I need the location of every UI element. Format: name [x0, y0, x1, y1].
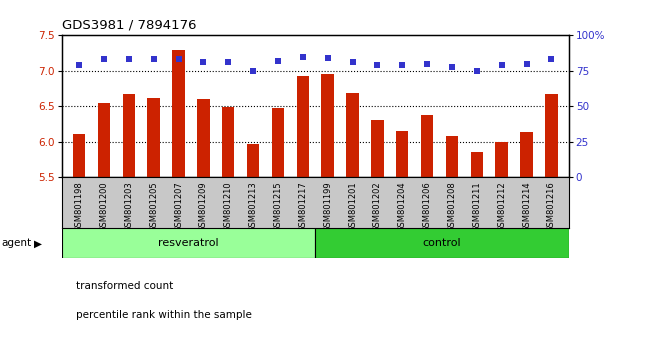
Point: [472, 68, 482, 74]
Bar: [371, 120, 384, 354]
Bar: [62, 228, 315, 258]
Text: GSM801215: GSM801215: [274, 181, 283, 232]
Point: [223, 59, 233, 65]
Point: [347, 59, 358, 65]
Point: [322, 55, 333, 61]
Bar: [222, 107, 235, 354]
Text: GSM801213: GSM801213: [248, 181, 257, 232]
Bar: [396, 131, 408, 354]
Bar: [446, 136, 458, 354]
Text: GSM801201: GSM801201: [348, 181, 357, 232]
Point: [521, 61, 532, 67]
Text: transformed count: transformed count: [76, 281, 174, 291]
Bar: [172, 50, 185, 354]
Bar: [421, 115, 434, 354]
Point: [422, 61, 432, 67]
Bar: [495, 142, 508, 354]
Bar: [98, 103, 111, 354]
Point: [174, 57, 184, 62]
Text: agent: agent: [1, 238, 31, 249]
Point: [546, 57, 556, 62]
Bar: [296, 76, 309, 354]
Text: GSM801212: GSM801212: [497, 181, 506, 232]
Bar: [346, 93, 359, 354]
Text: GSM801198: GSM801198: [75, 181, 84, 232]
Text: GSM801208: GSM801208: [447, 181, 456, 232]
Point: [397, 62, 408, 68]
Text: GSM801205: GSM801205: [150, 181, 158, 232]
Text: resveratrol: resveratrol: [158, 238, 219, 249]
Text: ▶: ▶: [34, 238, 42, 249]
Text: percentile rank within the sample: percentile rank within the sample: [76, 310, 252, 320]
Point: [497, 62, 507, 68]
Text: GSM801211: GSM801211: [473, 181, 481, 232]
Bar: [123, 94, 135, 354]
Text: GSM801214: GSM801214: [522, 181, 531, 232]
Text: GSM801202: GSM801202: [373, 181, 382, 232]
Point: [148, 57, 159, 62]
Bar: [247, 144, 259, 354]
Text: GSM801217: GSM801217: [298, 181, 307, 232]
Point: [99, 57, 109, 62]
Text: GSM801209: GSM801209: [199, 181, 208, 232]
Text: GSM801206: GSM801206: [422, 181, 432, 232]
Bar: [545, 94, 558, 354]
Text: GSM801203: GSM801203: [124, 181, 133, 232]
Point: [372, 62, 383, 68]
Text: GSM801207: GSM801207: [174, 181, 183, 232]
Text: GSM801199: GSM801199: [323, 181, 332, 232]
Bar: [272, 108, 284, 354]
Bar: [520, 132, 533, 354]
Bar: [315, 228, 569, 258]
Point: [198, 59, 209, 65]
Bar: [322, 74, 334, 354]
Bar: [197, 99, 210, 354]
Text: GSM801200: GSM801200: [99, 181, 109, 232]
Point: [298, 54, 308, 59]
Point: [273, 58, 283, 64]
Point: [248, 68, 258, 74]
Bar: [73, 134, 85, 354]
Bar: [471, 152, 483, 354]
Point: [124, 57, 134, 62]
Text: GSM801210: GSM801210: [224, 181, 233, 232]
Text: GSM801204: GSM801204: [398, 181, 407, 232]
Text: control: control: [422, 238, 461, 249]
Point: [447, 64, 457, 69]
Bar: [148, 98, 160, 354]
Text: GSM801216: GSM801216: [547, 181, 556, 232]
Point: [74, 62, 85, 68]
Text: GDS3981 / 7894176: GDS3981 / 7894176: [62, 19, 196, 32]
